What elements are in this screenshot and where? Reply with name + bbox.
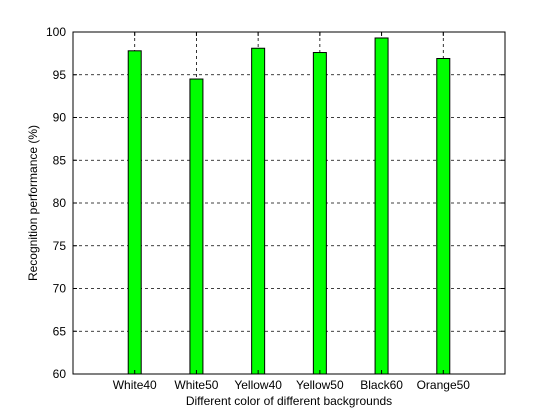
- y-tick-label: 95: [53, 68, 67, 82]
- bar-black60: [374, 37, 389, 375]
- x-tick-label: Yellow40: [234, 378, 282, 392]
- plot-frame: [72, 31, 506, 375]
- x-tick-label: White50: [174, 378, 218, 392]
- y-tick-label: 90: [53, 111, 67, 125]
- bar-yellow40: [251, 47, 266, 375]
- bars: [127, 37, 451, 375]
- x-axis-label: Different color of different backgrounds: [186, 394, 392, 408]
- bar-yellow50: [312, 52, 327, 375]
- x-tick-label: Orange50: [417, 378, 471, 392]
- axes: [72, 31, 506, 375]
- y-tick-label: 100: [46, 25, 66, 39]
- bar-orange50: [436, 58, 451, 375]
- x-tick-label: Yellow50: [296, 378, 344, 392]
- y-tick-label: 70: [53, 282, 67, 296]
- y-tick-label: 65: [53, 324, 67, 338]
- x-tick-label: Black60: [360, 378, 403, 392]
- y-tick-label: 80: [53, 196, 67, 210]
- y-tick-label: 60: [53, 367, 67, 381]
- y-axis-label: Recognition performance (%): [26, 125, 40, 281]
- x-tick-label: White40: [113, 378, 157, 392]
- bar-white50: [189, 78, 204, 375]
- y-tick-label: 75: [53, 239, 67, 253]
- bar-white40: [127, 50, 142, 375]
- y-tick-label: 85: [53, 153, 67, 167]
- tick-labels: 60 65 70 75 80 85 90 95 100 White40 White50 Yellow4…: [46, 25, 470, 392]
